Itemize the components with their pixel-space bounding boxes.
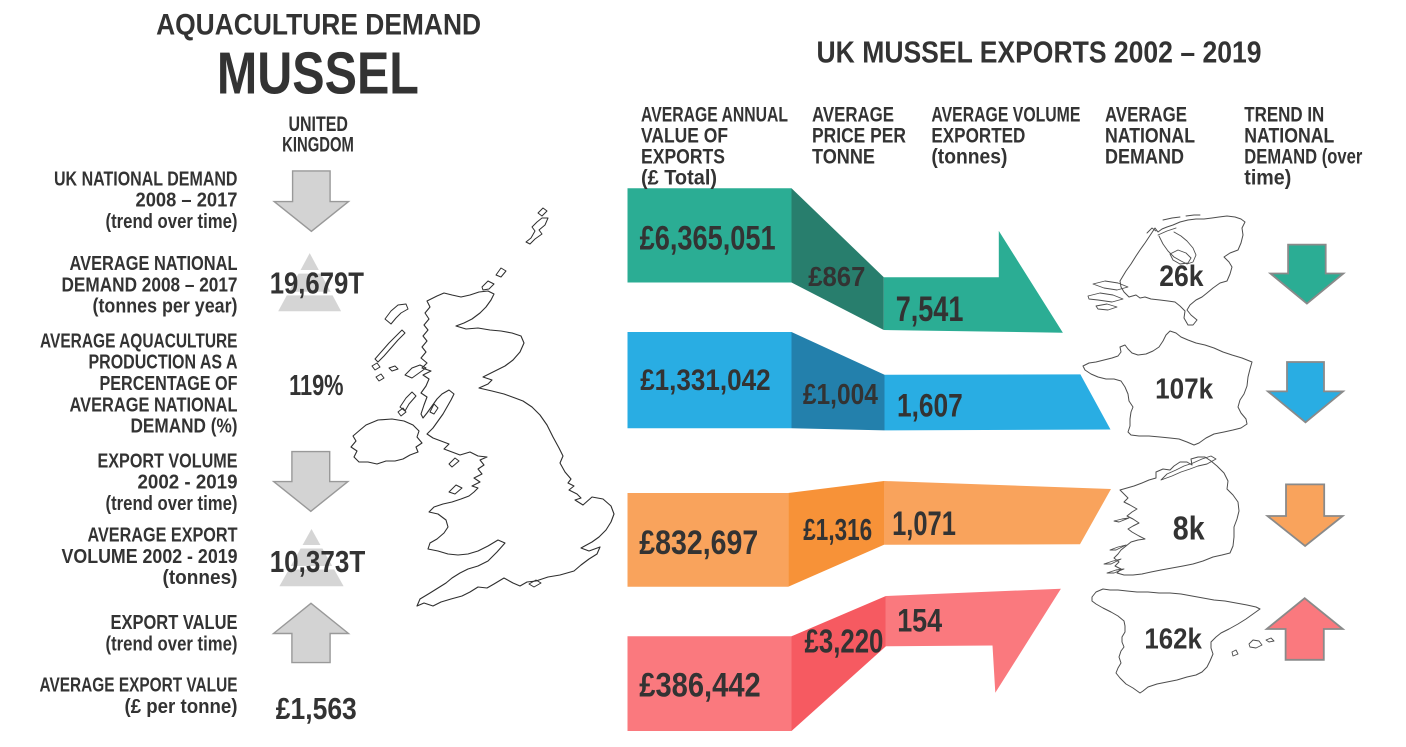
svg-text:£832,697: £832,697	[639, 524, 758, 562]
svg-text:1,071: 1,071	[892, 505, 956, 543]
svg-text:KINGDOM: KINGDOM	[282, 134, 354, 157]
svg-text:8k: 8k	[1173, 510, 1205, 547]
svg-text:AVERAGE AQUACULTURE: AVERAGE AQUACULTURE	[40, 330, 238, 352]
svg-text:2008 – 2017: 2008 – 2017	[136, 190, 238, 212]
svg-text:UK NATIONAL DEMAND: UK NATIONAL DEMAND	[54, 168, 238, 190]
svg-text:£1,004: £1,004	[803, 379, 878, 411]
svg-text:EXPORTED: EXPORTED	[931, 123, 1025, 147]
svg-text:154: 154	[897, 602, 942, 638]
svg-text:£386,442: £386,442	[639, 666, 760, 704]
svg-text:NATIONAL: NATIONAL	[1244, 123, 1334, 147]
svg-text:1,607: 1,607	[897, 388, 963, 424]
svg-text:10,373T: 10,373T	[270, 544, 366, 579]
svg-text:DEMAND: DEMAND	[1105, 144, 1184, 168]
svg-text:(£ per tonne): (£ per tonne)	[125, 696, 238, 718]
svg-text:EXPORT VALUE: EXPORT VALUE	[111, 612, 238, 634]
svg-text:AVERAGE EXPORT: AVERAGE EXPORT	[88, 525, 238, 547]
svg-text:AVERAGE VOLUME: AVERAGE VOLUME	[931, 103, 1080, 127]
svg-text:AVERAGE NATIONAL: AVERAGE NATIONAL	[70, 253, 238, 275]
svg-text:£6,365,051: £6,365,051	[640, 219, 776, 257]
svg-text:162k: 162k	[1144, 624, 1202, 656]
svg-text:VOLUME 2002 - 2019: VOLUME 2002 - 2019	[62, 546, 238, 568]
svg-text:(trend over time): (trend over time)	[106, 634, 238, 656]
svg-text:TREND IN: TREND IN	[1244, 103, 1324, 127]
svg-text:NATIONAL: NATIONAL	[1105, 123, 1195, 147]
svg-text:UNITED: UNITED	[288, 113, 348, 136]
svg-text:7,541: 7,541	[896, 290, 964, 329]
svg-text:PRODUCTION AS A: PRODUCTION AS A	[89, 352, 238, 374]
svg-text:EXPORTS: EXPORTS	[641, 144, 725, 168]
svg-text:£1,563: £1,563	[276, 691, 357, 726]
svg-text:19,679T: 19,679T	[270, 266, 364, 301]
svg-text:(tonnes per year): (tonnes per year)	[93, 296, 238, 318]
svg-text:£1,316: £1,316	[803, 512, 872, 547]
svg-text:£3,220: £3,220	[805, 623, 884, 660]
svg-text:(tonnes): (tonnes)	[931, 144, 1007, 168]
svg-text:AVERAGE EXPORT VALUE: AVERAGE EXPORT VALUE	[40, 675, 238, 697]
svg-text:AVERAGE: AVERAGE	[812, 103, 894, 127]
svg-text:PERCENTAGE OF: PERCENTAGE OF	[100, 373, 238, 395]
svg-text:119%: 119%	[289, 370, 344, 402]
svg-text:EXPORT VOLUME: EXPORT VOLUME	[98, 450, 238, 472]
svg-text:26k: 26k	[1159, 260, 1204, 293]
svg-text:PRICE PER: PRICE PER	[812, 123, 906, 147]
svg-text:DEMAND (over: DEMAND (over	[1244, 144, 1362, 168]
svg-text:MUSSEL: MUSSEL	[217, 40, 419, 106]
svg-text:AVERAGE NATIONAL: AVERAGE NATIONAL	[70, 394, 238, 416]
svg-text:UK MUSSEL EXPORTS 2002 – 2019: UK MUSSEL EXPORTS 2002 – 2019	[817, 35, 1262, 69]
svg-text:107k: 107k	[1155, 374, 1214, 406]
svg-text:(trend over time): (trend over time)	[106, 493, 238, 515]
svg-text:VALUE OF: VALUE OF	[641, 123, 728, 147]
svg-text:DEMAND 2008 – 2017: DEMAND 2008 – 2017	[62, 274, 238, 296]
svg-text:2002 - 2019: 2002 - 2019	[138, 472, 238, 494]
svg-text:AQUACULTURE DEMAND: AQUACULTURE DEMAND	[156, 9, 481, 42]
svg-text:AVERAGE: AVERAGE	[1105, 103, 1187, 127]
svg-text:£867: £867	[808, 261, 865, 292]
svg-text:time): time)	[1244, 165, 1291, 189]
svg-text:(£ Total): (£ Total)	[641, 165, 717, 189]
svg-text:AVERAGE ANNUAL: AVERAGE ANNUAL	[641, 103, 788, 127]
svg-text:DEMAND (%): DEMAND (%)	[131, 416, 238, 438]
svg-text:(trend over time): (trend over time)	[106, 211, 238, 233]
svg-text:£1,331,042: £1,331,042	[640, 364, 770, 397]
svg-text:TONNE: TONNE	[812, 144, 875, 168]
svg-text:(tonnes): (tonnes)	[163, 567, 238, 589]
